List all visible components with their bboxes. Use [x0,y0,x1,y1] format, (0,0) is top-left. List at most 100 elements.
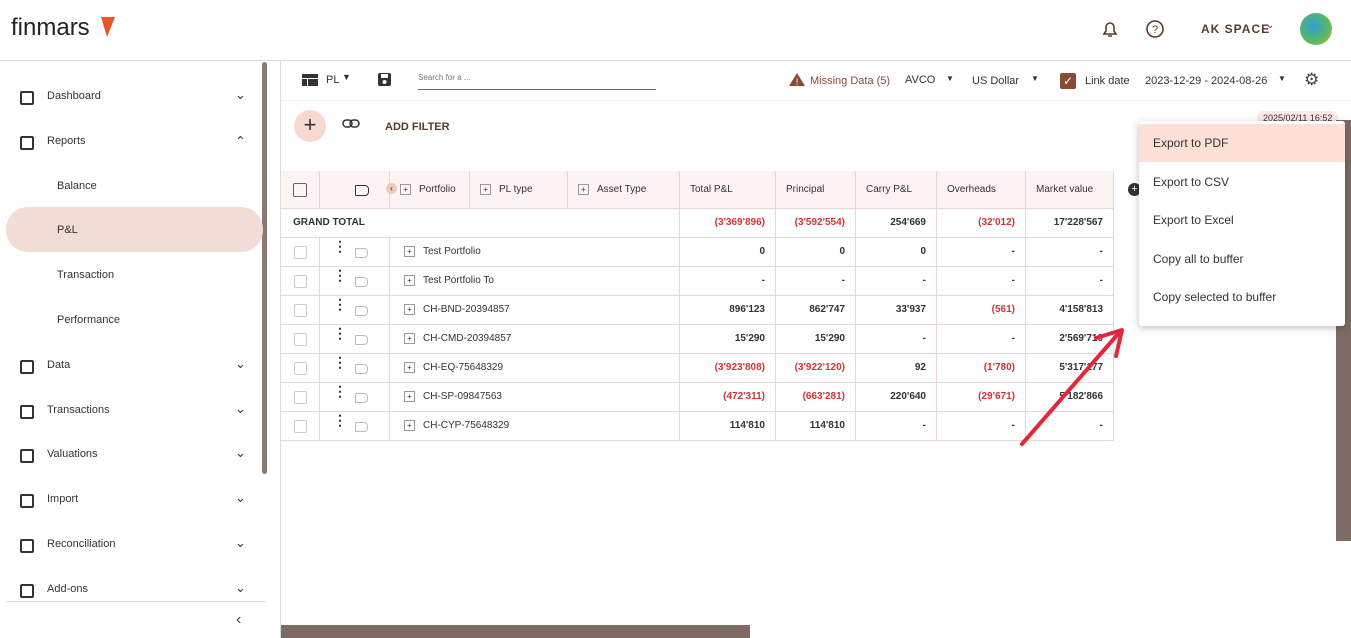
layout-name[interactable]: PL [326,74,340,86]
row-expand[interactable]: + [404,303,415,315]
nav-active [6,207,263,252]
row-checkbox[interactable] [294,362,307,375]
currency[interactable]: US Dollar [972,75,1020,87]
column-title[interactable]: Carry P&L [866,184,913,195]
tag-icon [355,185,369,196]
add-column[interactable]: + [1128,183,1141,196]
menu-item[interactable]: Export to PDF [1139,124,1345,162]
select-all[interactable] [293,183,307,197]
row-menu[interactable]: ⋮ [333,354,347,370]
nav-item[interactable]: Valuations [47,448,98,460]
collapse-icon[interactable]: ‹ [386,183,397,194]
column-title[interactable]: Market value [1036,184,1094,195]
row-expand[interactable]: + [404,274,415,286]
row-expand[interactable]: + [404,332,415,344]
row-value: 33'937 [856,296,937,325]
row-menu[interactable]: ⋮ [333,383,347,399]
save-icon[interactable] [377,72,392,87]
row-menu[interactable]: ⋮ [333,412,347,428]
settings-icon[interactable]: ⚙ [1304,70,1320,89]
nav-subitem[interactable]: P&L [57,224,78,236]
method[interactable]: AVCO [905,74,936,86]
row-tag [355,364,368,374]
column-title[interactable]: Portfolio [419,184,456,195]
logo[interactable]: finmars [11,14,90,41]
grand-total-spacer [390,209,680,238]
bell-icon[interactable] [1100,19,1120,39]
collapse-button[interactable]: ‹ [236,611,242,628]
row-menu[interactable]: ⋮ [333,296,347,312]
space-name[interactable]: AK SPACE [1201,22,1271,36]
header-cell: Overheads [937,171,1026,209]
row-value: 4'158'813 [1026,296,1114,325]
range-caret: ▼ [1278,74,1286,83]
row-expand[interactable]: + [404,390,415,402]
row-name-cell: + CH-CMD-20394857 [390,325,680,354]
nav-item[interactable]: Dashboard [47,90,101,102]
menu-item[interactable]: Copy all to buffer [1153,251,1244,266]
menu-item[interactable]: Copy selected to buffer [1153,290,1277,304]
row-name: CH-EQ-75648329 [423,362,504,373]
link-icon[interactable] [342,118,360,130]
row-checkbox[interactable] [294,420,307,433]
nav-icon [20,91,34,105]
row-expand[interactable]: + [404,245,415,257]
date-range[interactable]: 2023-12-29 - 2024-08-26 [1145,75,1268,87]
row-check-cell [281,383,320,412]
nav-subitem[interactable]: Transaction [57,269,115,281]
row-value: - [1026,267,1114,296]
missing-data[interactable]: Missing Data (5) [810,75,891,87]
nav-subitem[interactable]: Balance [57,180,97,192]
row-checkbox[interactable] [294,333,307,346]
row-check-cell [281,296,320,325]
nav-item[interactable]: Data [47,359,71,371]
row-value: - [856,267,937,296]
header-cell: Principal [776,171,856,209]
nav-item[interactable]: Import [47,493,79,505]
header-cell: Carry P&L [856,171,937,209]
row-tag [355,306,368,316]
column-title[interactable]: Principal [786,184,825,195]
add-filter[interactable]: ADD FILTER [385,121,450,133]
nav-chevron: ⌄ [235,445,246,460]
row-expand[interactable]: + [404,419,415,431]
nav-subitem[interactable]: Performance [57,314,120,326]
row-menu[interactable]: ⋮ [333,325,347,341]
nav-item[interactable]: Reports [47,135,86,147]
search-input[interactable]: Search for a ... [418,73,656,90]
column-title[interactable]: PL type [499,184,533,195]
row-name: Test Portfolio To [423,275,494,286]
nav-chevron: ⌄ [235,490,246,505]
add-button[interactable]: + [294,110,326,142]
menu-item[interactable]: Export to CSV [1153,174,1230,189]
help-icon[interactable]: ? [1145,19,1165,39]
nav-item[interactable]: Reconciliation [47,538,116,550]
row-check-cell [281,412,320,441]
group-toggle[interactable]: + [480,183,491,195]
menu-item[interactable]: Export to Excel [1153,213,1234,227]
avatar[interactable] [1300,13,1332,45]
group-toggle[interactable]: + [578,183,589,195]
row-menu[interactable]: ⋮ [333,267,347,283]
row-checkbox[interactable] [294,391,307,404]
nav-item[interactable]: Add-ons [47,583,88,595]
row-menu[interactable]: ⋮ [333,238,347,254]
row-checkbox[interactable] [294,275,307,288]
row-name-cell: + CH-CYP-75648329 [390,412,680,441]
logo-mark [101,17,115,37]
row-expand[interactable]: + [404,361,415,373]
nav-item[interactable]: Transactions [47,404,110,416]
row-checkbox[interactable] [294,304,307,317]
nav-icon [20,136,34,150]
column-title[interactable]: Total P&L [690,184,733,195]
column-title[interactable]: Asset Type [597,184,647,195]
row-name-cell: + Test Portfolio To [390,267,680,296]
column-title[interactable]: Overheads [947,184,996,195]
currency-caret: ▼ [1031,74,1039,83]
grand-total-label: GRAND TOTAL [281,209,470,238]
row-checkbox[interactable] [294,246,307,259]
group-toggle[interactable]: + [400,183,411,195]
link-checkbox[interactable]: ✓ [1060,73,1076,89]
svg-text:?: ? [1152,24,1158,36]
